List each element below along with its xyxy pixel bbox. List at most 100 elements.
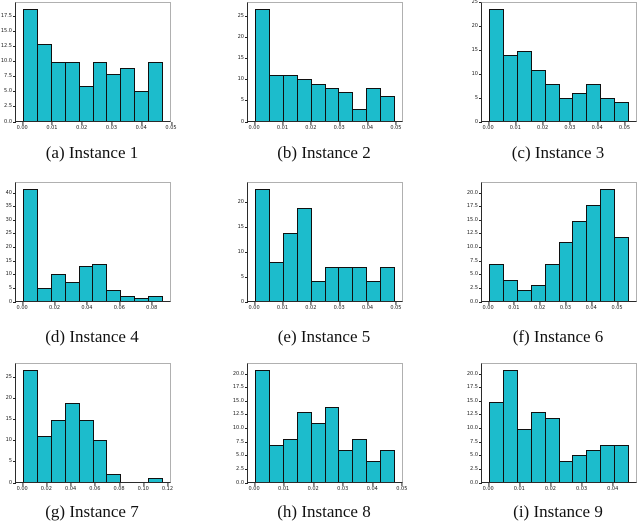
x-tick-label: 0.00 <box>248 122 260 131</box>
x-tick-label: 0.05 <box>396 483 408 492</box>
x-tick-label: 0.02 <box>307 483 319 492</box>
y-tick-label: 12.5 <box>466 230 483 237</box>
caption: (b) Instance 2 <box>277 143 371 162</box>
histogram-bar <box>586 449 602 482</box>
y-tick-label: 10.0 <box>466 244 483 251</box>
histogram-bar <box>36 287 52 301</box>
x-axis: 0.00 0.01 0.02 0.03 0.04 0.05 <box>247 302 403 314</box>
histogram-bar <box>614 444 629 482</box>
histogram-bar <box>489 401 504 482</box>
histogram-bar <box>366 281 382 301</box>
y-tick-label: 0 <box>8 298 17 305</box>
y-tick-label: 17.5 <box>466 203 483 210</box>
caption: (g) Instance 7 <box>45 502 139 521</box>
histogram-bar <box>23 188 38 301</box>
bars-container <box>489 183 630 301</box>
chart-cell-instance-4: 0 5 10 15 20 25 30 35 40 0.00 0.02 0.04 0.06 0.08 (d… <box>0 165 213 346</box>
histogram-instance-1: 0.0 2.5 5.0 7.5 10.0 12.5 15.0 17.5 0.00 0.01 0.0… <box>1 2 183 135</box>
x-tick-label: 0.04 <box>366 483 378 492</box>
x-tick-label: 0.02 <box>76 122 88 131</box>
histogram-bar <box>282 75 298 121</box>
histogram-bar <box>134 91 150 121</box>
y-tick-label: 5.0 <box>236 452 248 459</box>
histogram-bar <box>366 460 382 482</box>
x-tick-label: 0.03 <box>564 122 576 131</box>
bars-container <box>489 3 630 121</box>
y-tick-label: 0 <box>474 118 483 125</box>
x-tick-label: 0.05 <box>611 302 623 311</box>
chart-cell-instance-8: 0.0 2.5 5.0 7.5 10.0 12.5 15.0 17.5 20.0 0.00 0.0… <box>213 330 427 530</box>
histogram-bar <box>544 417 560 482</box>
y-tick-label: 15.0 <box>466 216 483 223</box>
chart-cell-instance-9: 0.0 2.5 5.0 7.5 10.0 12.5 15.0 17.5 20.0 0.00 0.0… <box>427 330 640 530</box>
y-tick-label: 12.5 <box>466 411 483 418</box>
histogram-bar <box>502 279 518 301</box>
x-tick-label: 0.05 <box>390 122 402 131</box>
histogram-bar <box>78 85 94 121</box>
x-tick-label: 0.10 <box>137 483 149 492</box>
y-tick-label: 15 <box>237 55 249 62</box>
y-axis: 0 5 10 15 20 <box>233 182 249 304</box>
y-axis: 0 5 10 15 20 25 <box>233 2 249 124</box>
caption: (i) Instance 9 <box>513 502 603 521</box>
y-tick-label: 20 <box>237 199 249 206</box>
histogram-bar <box>558 242 574 301</box>
plot-area <box>247 182 403 302</box>
y-axis: 0.0 2.5 5.0 7.5 10.0 12.5 15.0 17.5 20.0 <box>232 363 249 485</box>
histogram-bar <box>380 449 396 482</box>
y-tick-label: 10 <box>5 437 17 444</box>
histogram-bar <box>600 444 616 482</box>
histogram-bar <box>380 96 396 121</box>
histogram-bar <box>530 284 546 301</box>
x-tick-label: 0.02 <box>305 122 317 131</box>
x-tick-label: 0.03 <box>337 483 349 492</box>
x-tick-label: 0.03 <box>105 122 118 131</box>
histogram-bar <box>572 220 588 301</box>
histogram-bar <box>282 232 298 301</box>
histogram-bar <box>614 236 630 301</box>
y-tick-label: 15.0 <box>0 28 17 35</box>
histogram-bar <box>23 369 38 482</box>
y-tick-label: 12.5 <box>232 411 249 418</box>
x-tick-label: 0.06 <box>89 483 101 492</box>
y-tick-label: 5 <box>8 458 17 465</box>
histogram-instance-5: 0 5 10 15 20 0.00 0.01 0.02 0.03 0.04 0.05 <box>233 182 415 315</box>
y-axis: 0 5 10 15 20 25 <box>467 0 483 125</box>
histogram-bar <box>338 449 354 482</box>
histogram-bar <box>120 295 136 301</box>
histogram-bar <box>255 369 270 482</box>
histogram-instance-8: 0.0 2.5 5.0 7.5 10.0 12.5 15.0 17.5 20.0 0.00 0.0… <box>233 363 415 496</box>
x-tick-label: 0.01 <box>46 122 58 131</box>
x-tick-label: 0.01 <box>508 302 520 311</box>
y-tick-label: 10.0 <box>0 58 17 65</box>
histogram-bar <box>268 261 284 301</box>
y-tick-label: 2.5 <box>236 465 248 472</box>
histogram-bar <box>296 79 312 121</box>
x-tick-label: 0.03 <box>559 302 572 311</box>
y-tick-label: 0.0 <box>470 479 482 486</box>
histogram-bar <box>489 263 504 301</box>
x-tick-label: 0.04 <box>65 483 77 492</box>
y-tick-label: 10 <box>237 248 249 255</box>
y-tick-label: 12.5 <box>0 43 17 50</box>
x-axis: 0.00 0.01 0.02 0.03 0.04 0.05 <box>481 302 637 314</box>
histogram-bar <box>64 61 80 121</box>
histogram-bar <box>324 87 340 121</box>
caption: (h) Instance 8 <box>277 502 371 521</box>
histogram-bar <box>530 412 546 482</box>
y-tick-label: 10.0 <box>232 425 249 432</box>
histogram-bar <box>338 91 354 121</box>
y-axis: 0.0 2.5 5.0 7.5 10.0 12.5 15.0 17.5 20.0 <box>466 363 483 486</box>
x-tick-label: 0.06 <box>113 302 125 311</box>
y-tick-label: 10 <box>471 70 483 77</box>
chart-cell-instance-2: 0 5 10 15 20 25 0.00 0.01 0.02 0.03 0.04 0.05 (b) … <box>213 0 427 165</box>
x-axis: 0.00 0.01 0.02 0.03 0.04 0.05 <box>247 122 403 134</box>
histogram-bar <box>120 67 136 121</box>
histogram-bar <box>310 281 326 301</box>
y-tick-label: 2.5 <box>470 284 482 291</box>
caption: (e) Instance 5 <box>277 327 371 346</box>
caption: (c) Instance 3 <box>511 143 605 162</box>
histogram-bar <box>600 97 616 121</box>
y-tick-label: 25 <box>237 12 249 19</box>
